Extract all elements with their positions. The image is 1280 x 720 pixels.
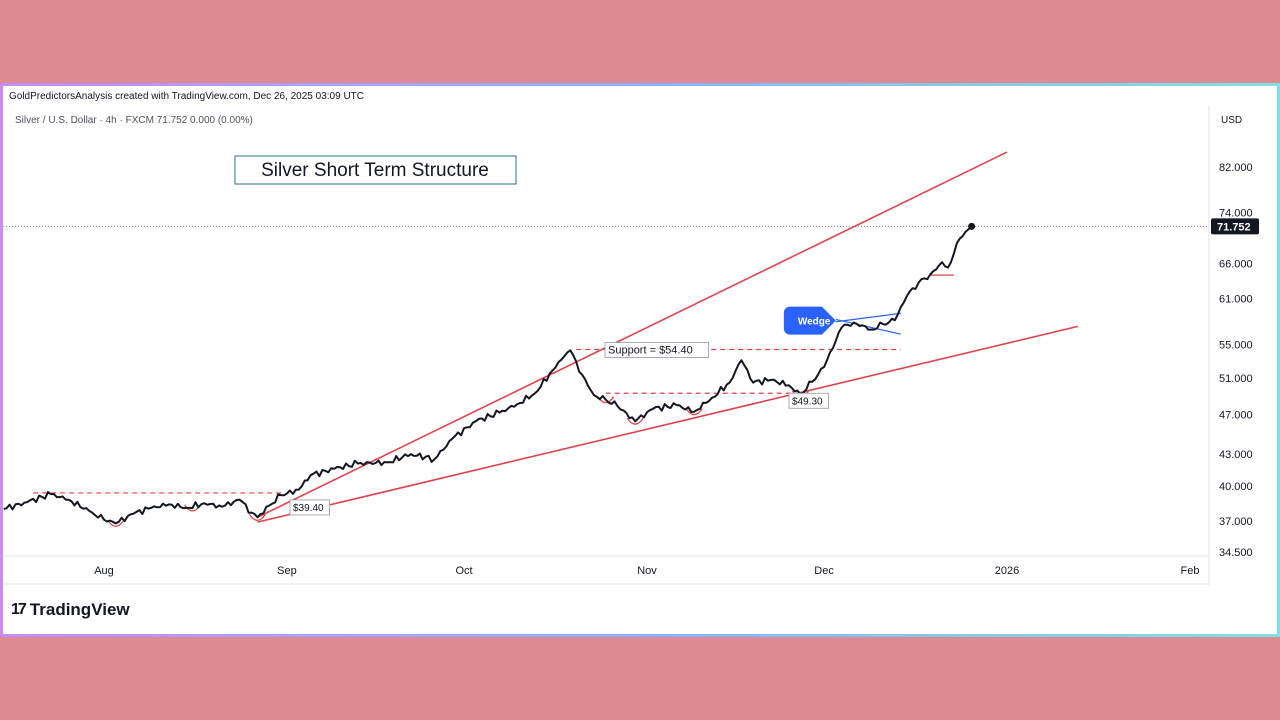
x-tick-label: Sep (277, 565, 297, 577)
x-tick-label: Feb (1181, 565, 1200, 577)
y-tick-label: 82.000 (1219, 162, 1253, 174)
price-chart[interactable]: $39.40 Support = $54.40 $49.30 Wedge 82.000… (3, 86, 1277, 634)
x-tick-label: Dec (814, 565, 834, 577)
low-marker-arc (685, 408, 703, 416)
level-49-label: $49.30 (792, 396, 823, 407)
y-tick-label: 61.000 (1219, 294, 1253, 306)
tradingview-name: TradingView (29, 600, 130, 619)
y-tick-label: 55.000 (1219, 340, 1253, 352)
upper-channel-trendline[interactable] (257, 151, 1008, 519)
chart-panel: GoldPredictorsAnalysis created with Trad… (3, 86, 1277, 634)
y-tick-label: 74.000 (1219, 208, 1253, 220)
x-tick-label: 2026 (995, 565, 1019, 577)
y-tick-label: 40.000 (1219, 481, 1253, 493)
level-39-label-box: $39.40 (289, 499, 330, 516)
support-label-frame (604, 342, 709, 358)
support-label: Support = $54.40 (608, 344, 693, 356)
chart-frame: GoldPredictorsAnalysis created with Trad… (0, 83, 1280, 637)
x-tick-label: Nov (637, 565, 657, 577)
chart-title: Silver Short Term Structure (261, 160, 489, 181)
symbol-legend[interactable]: Silver / U.S. Dollar · 4h · FXCM 71.752 … (15, 115, 253, 126)
wedge-callout-shape (783, 306, 836, 335)
wedge-upper-line[interactable] (835, 312, 901, 323)
wedge-lower-line[interactable] (835, 318, 901, 335)
y-tick-label: 47.000 (1219, 410, 1253, 422)
currency-label[interactable]: USD (1221, 115, 1243, 126)
y-tick-label: 51.000 (1219, 373, 1253, 385)
last-price-point[interactable] (968, 222, 976, 230)
y-tick-label: 43.000 (1219, 449, 1253, 461)
low-marker-arc (626, 417, 644, 425)
level-49-label-frame (788, 392, 829, 409)
last-price-badge-bg (1211, 218, 1259, 235)
lower-channel-trendline[interactable] (257, 325, 1079, 523)
support-label-box: Support = $54.40 (604, 342, 709, 358)
low-marker-arc (107, 519, 125, 527)
x-tick-label: Aug (94, 565, 114, 577)
low-marker-arc (248, 513, 266, 521)
tradingview-logo[interactable]: 17 TradingView (11, 600, 130, 620)
y-tick-label: 34.500 (1219, 547, 1253, 559)
price-series-line[interactable] (3, 225, 973, 525)
last-price-badge[interactable]: 71.752 (1211, 218, 1259, 235)
tradingview-mark-icon: 17 (11, 601, 27, 618)
level-39-label-frame (289, 499, 330, 516)
level-39-label: $39.40 (293, 503, 324, 514)
credit-line: GoldPredictorsAnalysis created with Trad… (9, 91, 364, 102)
wedge-callout[interactable]: Wedge (783, 306, 836, 335)
chart-title-box: Silver Short Term Structure (234, 155, 517, 185)
y-tick-label: 66.000 (1219, 259, 1253, 271)
wedge-callout-label: Wedge (798, 317, 831, 328)
y-tick-label: 37.000 (1219, 516, 1253, 528)
last-price-badge-label: 71.752 (1217, 221, 1251, 233)
level-49-label-box: $49.30 (788, 392, 829, 409)
x-tick-label: Oct (455, 565, 472, 577)
